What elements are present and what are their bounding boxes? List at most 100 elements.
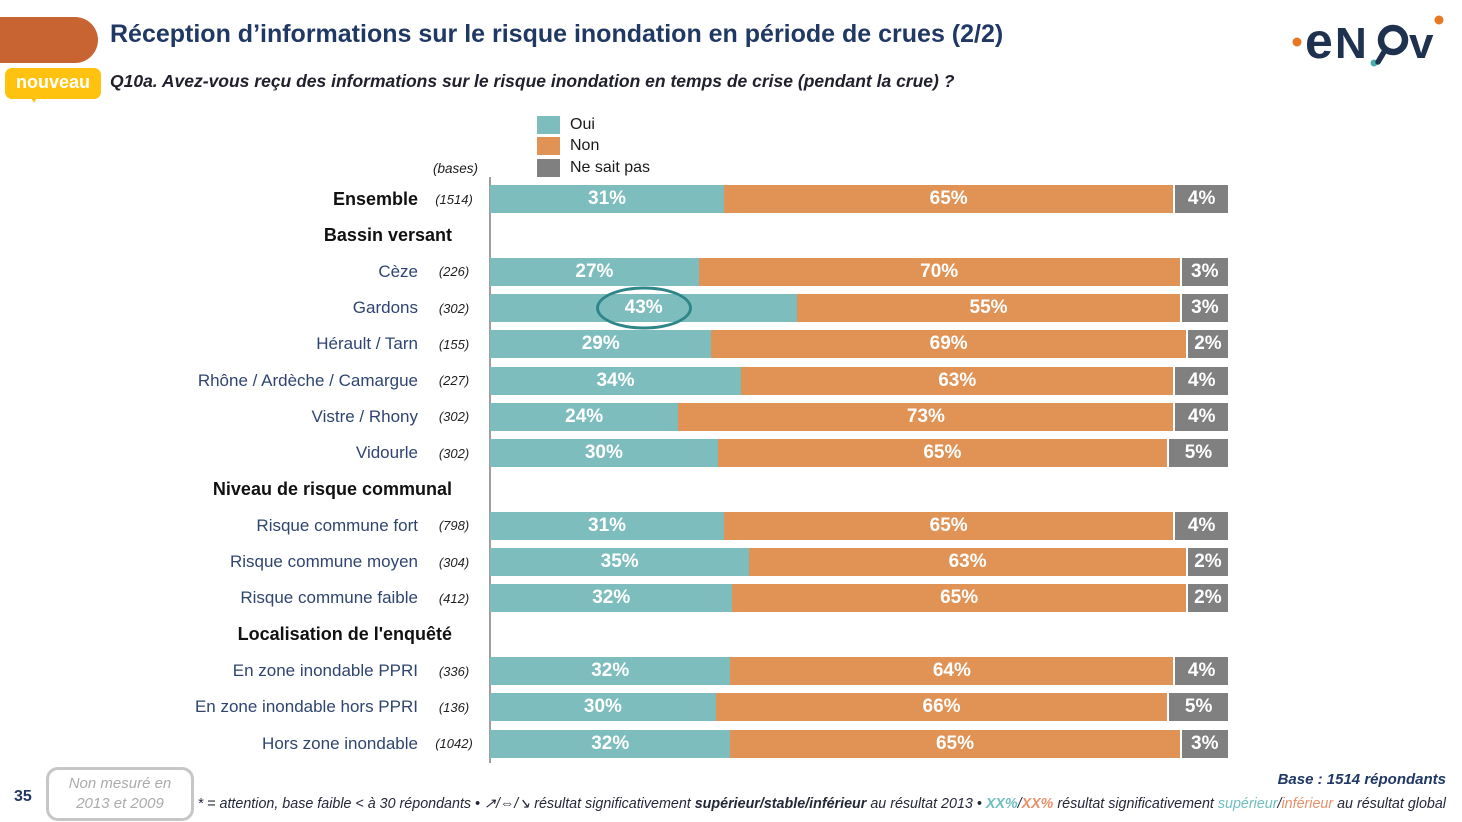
svg-text:e: e <box>1305 13 1333 69</box>
segment-value-label: 30% <box>583 696 622 718</box>
segment-value-label: 2% <box>1194 551 1222 573</box>
segment-value-label: 63% <box>948 551 987 573</box>
stacked-bar: 34% 63% 4% <box>490 366 1228 395</box>
row-base: (302) <box>438 409 470 425</box>
legend-swatch-icon <box>537 115 560 134</box>
page-number: 35 <box>14 788 32 805</box>
bar-segment-oui: 31% <box>490 511 725 540</box>
chart-row: Vistre / Rhony (302) 24% 73% 4% <box>0 399 1228 435</box>
segment-value-label: 55% <box>969 297 1008 319</box>
footnote-part: résultat significativement <box>530 796 695 812</box>
row-base: (798) <box>438 518 470 534</box>
stacked-bar: 27% 70% 3% <box>490 257 1228 286</box>
bases-column-header: (bases) <box>432 161 478 176</box>
row-base: (227) <box>438 373 470 389</box>
segment-value-label: 32% <box>592 587 631 609</box>
bar-segment-non: 73% <box>678 402 1174 431</box>
row-base: (336) <box>438 663 470 679</box>
section-header-row: Niveau de risque communal <box>0 471 1228 507</box>
chart-row: Vidourle (302) 30% 65% 5% <box>0 435 1228 471</box>
footnote-xx-superior: XX% <box>985 796 1018 812</box>
legend-item: Non <box>537 136 650 158</box>
stacked-bar: 32% 64% 4% <box>490 657 1228 685</box>
row-base: (155) <box>438 336 470 352</box>
segment-value-label: 4% <box>1187 660 1216 681</box>
segment-value-label: 5% <box>1184 696 1213 718</box>
row-label: Hors zone inondable <box>262 733 418 753</box>
stacked-bar: 30% 66% 5% <box>490 693 1228 722</box>
bar-segment-non: 63% <box>740 366 1174 395</box>
stacked-bar: 43% 55% 3% <box>490 286 1228 330</box>
bar-segment-oui: 24% <box>490 402 679 431</box>
chart-row: Cèze (226) 27% 70% 3% <box>0 254 1228 290</box>
note-line-1: Non mesuré en <box>68 774 172 792</box>
bar-segment-oui: 30% <box>490 693 716 722</box>
row-base: (136) <box>438 699 470 715</box>
bar-segment-non: 65% <box>732 584 1186 613</box>
trend-arrows: ↗/⇔/↘ <box>484 796 531 812</box>
chart-legend: Oui Non Ne sait pas <box>537 114 650 179</box>
note-line-2: 2013 et 2009 <box>76 795 164 812</box>
segment-value-label: 4% <box>1188 369 1216 391</box>
bar-segment-oui: 32% <box>490 729 731 758</box>
stacked-bar-chart: Ensemble (1514) 31% 65% 4% Bassin versant Cèze… <box>0 181 1229 762</box>
bar-segment-ne-sait-pas: 2% <box>1185 548 1228 577</box>
footnote-part: / <box>1017 796 1022 812</box>
bar-segment-non: 55% <box>797 294 1180 323</box>
stacked-bar: 31% 65% 4% <box>490 511 1228 540</box>
row-label: Vidourle <box>355 443 418 463</box>
row-label: Risque commune faible <box>240 588 418 608</box>
row-base: (304) <box>438 554 470 570</box>
segment-value-label: 2% <box>1194 333 1222 355</box>
segment-value-label: 4% <box>1187 514 1216 536</box>
segment-value-label: 3% <box>1191 732 1219 754</box>
row-base: (302) <box>438 445 470 461</box>
highlight-circle-annotation <box>595 286 692 330</box>
segment-value-label: 63% <box>938 369 977 391</box>
bar-segment-ne-sait-pas: 5% <box>1166 439 1228 468</box>
stacked-bar: 29% 69% 2% <box>490 330 1229 359</box>
row-label: En zone inondable PPRI <box>232 661 418 680</box>
legend-label: Oui <box>570 115 595 133</box>
bar-segment-ne-sait-pas: 4% <box>1173 185 1228 214</box>
footnote-part: * = attention, base faible < à 30 répond… <box>197 796 485 812</box>
bar-segment-ne-sait-pas: 4% <box>1173 402 1228 431</box>
stacked-bar: 24% 73% 4% <box>490 402 1228 431</box>
bar-segment-oui: 30% <box>490 439 718 468</box>
legend-item: Ne sait pas <box>537 157 650 179</box>
segment-value-label: 35% <box>600 551 639 573</box>
bar-segment-oui: 32% <box>490 657 731 685</box>
segment-value-label: 65% <box>929 514 968 536</box>
bar-segment-oui: 43% <box>490 286 798 330</box>
chart-row: Hérault / Tarn (155) 29% 69% 2% <box>0 326 1229 362</box>
row-label: Ensemble <box>332 188 418 209</box>
bar-segment-oui: 31% <box>490 185 725 214</box>
chart-row: En zone inondable PPRI (336) 32% 64% 4% <box>0 653 1228 689</box>
footnote-part: au résultat global <box>1333 796 1446 812</box>
footnote-xx-inferior: XX% <box>1021 796 1054 812</box>
row-label: Risque commune moyen <box>229 552 418 572</box>
segment-value-label: 66% <box>922 696 961 718</box>
bar-segment-ne-sait-pas: 3% <box>1179 257 1228 286</box>
section-header-label: Localisation de l'enquêté <box>237 624 452 645</box>
segment-value-label: 65% <box>940 587 979 609</box>
segment-value-label: 65% <box>923 442 962 464</box>
stacked-bar: 30% 65% 5% <box>490 439 1228 468</box>
bar-segment-ne-sait-pas: 5% <box>1167 693 1228 722</box>
bar-segment-ne-sait-pas: 2% <box>1185 584 1228 613</box>
bar-segment-non: 70% <box>698 257 1180 286</box>
page-title: Réception d’informations sur le risque i… <box>110 20 1004 48</box>
enov-logo-graphic: e N v <box>1292 13 1444 69</box>
bar-segment-oui: 32% <box>490 584 733 613</box>
bar-segment-oui: 34% <box>490 366 741 395</box>
chart-row: Ensemble (1514) 31% 65% 4% <box>0 181 1228 217</box>
footnote-part: au résultat 2013 • <box>866 796 986 812</box>
footnote-part: / <box>1277 796 1282 812</box>
chart-row: Risque commune fort (798) 31% 65% 4% <box>0 508 1228 544</box>
segment-value-label: 2% <box>1194 587 1222 609</box>
segment-value-label: 3% <box>1191 297 1219 319</box>
row-base: (226) <box>438 264 470 280</box>
stacked-bar: 35% 63% 2% <box>490 548 1228 577</box>
bar-segment-oui: 29% <box>490 330 712 359</box>
